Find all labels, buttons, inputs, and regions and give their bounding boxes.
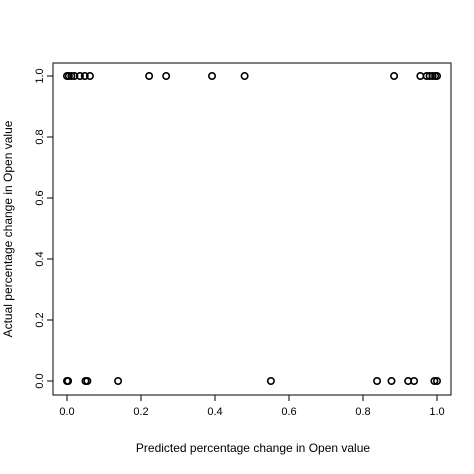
data-point (373, 376, 382, 385)
y-tick-label: 1.0 (34, 68, 46, 83)
y-tick-label: 0.4 (34, 251, 46, 266)
x-axis: 0.0 0.2 0.4 0.6 0.8 1.0 (59, 395, 445, 418)
x-tick-label: 1.0 (429, 406, 444, 418)
data-point (85, 72, 94, 81)
data-point (390, 72, 399, 81)
data-point (432, 376, 441, 385)
data-point (416, 72, 425, 81)
data-point (145, 72, 154, 81)
y-tick-label: 0.8 (34, 129, 46, 144)
data-point (410, 376, 419, 385)
data-point (114, 376, 123, 385)
y-tick-label: 0.0 (34, 373, 46, 388)
y-axis-label: Actual percentage change in Open value (1, 120, 15, 337)
x-tick-label: 0.2 (133, 406, 148, 418)
x-tick-label: 0.4 (207, 406, 222, 418)
data-point (425, 72, 434, 81)
data-point (83, 376, 92, 385)
y-tick-label: 0.2 (34, 312, 46, 327)
y-tick-label: 0.6 (34, 190, 46, 205)
x-tick-label: 0.6 (281, 406, 296, 418)
data-point (240, 72, 249, 81)
data-point (70, 72, 79, 81)
data-point (208, 72, 217, 81)
data-point (162, 72, 171, 81)
data-point (75, 72, 84, 81)
data-point (80, 72, 89, 81)
plot-frame (52, 62, 452, 396)
x-axis-label: Predicted percentage change in Open valu… (136, 441, 370, 455)
y-axis: 0.0 0.2 0.4 0.6 0.8 1.0 (34, 68, 53, 389)
data-point (64, 376, 73, 385)
data-point (387, 376, 396, 385)
x-tick-label: 0.0 (59, 406, 74, 418)
data-point (266, 376, 275, 385)
data-point (430, 376, 439, 385)
data-point (428, 72, 437, 81)
data-point (432, 72, 441, 81)
x-tick-label: 0.8 (355, 406, 370, 418)
data-points (62, 72, 441, 385)
data-point (64, 72, 73, 81)
data-point (67, 72, 76, 81)
